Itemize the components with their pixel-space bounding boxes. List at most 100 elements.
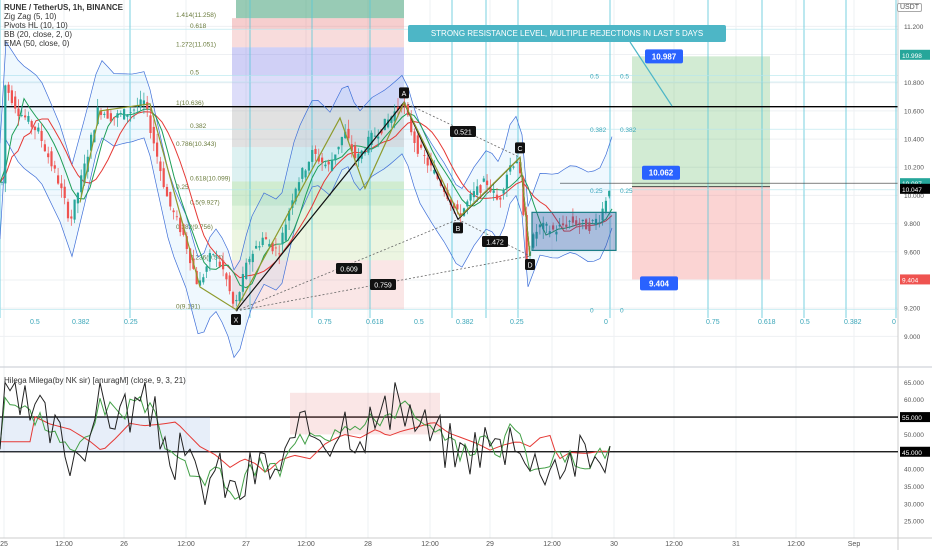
candle-body bbox=[208, 253, 211, 262]
candle-body bbox=[354, 145, 357, 159]
candle-body bbox=[50, 151, 53, 167]
candle-body bbox=[274, 247, 277, 249]
price-tick-label: 9.800 bbox=[904, 221, 921, 228]
candle-body bbox=[73, 199, 76, 220]
candle-body bbox=[505, 174, 508, 189]
candle-body bbox=[561, 223, 565, 226]
price-tag-text: 9.404 bbox=[902, 277, 919, 284]
candle-body bbox=[268, 243, 271, 247]
fib-ratio-label: 0.382 bbox=[620, 127, 637, 134]
fib-level-label: 1.414(11.258) bbox=[176, 12, 216, 19]
indicator-bb[interactable]: BB (20, close, 2, 0) bbox=[4, 30, 73, 39]
indicator-ema[interactable]: EMA (50, close, 0) bbox=[4, 39, 70, 48]
candle-body bbox=[251, 253, 254, 263]
consolidation-box bbox=[531, 211, 617, 251]
candle-body bbox=[466, 201, 469, 207]
candle-body bbox=[189, 248, 192, 264]
harmonic-point-box bbox=[399, 87, 409, 99]
harmonic-point-label: X bbox=[234, 317, 239, 324]
candle-body bbox=[129, 112, 132, 113]
price-tick-label: 9.000 bbox=[904, 334, 921, 341]
candle-body bbox=[17, 108, 20, 117]
time-axis-label: 25 bbox=[0, 541, 8, 548]
harmonic-point-box bbox=[231, 313, 241, 325]
candle-body bbox=[538, 224, 541, 228]
candle-body bbox=[542, 222, 545, 230]
fib-level-label: 0.236(9.54) bbox=[190, 254, 223, 261]
candle-body bbox=[311, 149, 314, 162]
time-fib-label: 0.5 bbox=[800, 319, 810, 326]
candle-body bbox=[367, 136, 370, 153]
target-label: 10.987 bbox=[652, 52, 677, 61]
candle-body bbox=[162, 168, 165, 188]
currency-badge[interactable]: USDT bbox=[896, 3, 922, 12]
candle-body bbox=[119, 113, 122, 114]
osc-tick-label: 35.000 bbox=[904, 484, 924, 491]
indicator-zigzag[interactable]: Zig Zag (5, 10) bbox=[4, 12, 57, 21]
candle-body bbox=[261, 237, 264, 245]
candle-body bbox=[156, 142, 159, 157]
fib-level-label: 1.272(11.051) bbox=[176, 41, 216, 48]
candle-body bbox=[281, 232, 284, 245]
candle-body bbox=[555, 231, 558, 235]
entry-label: 10.062 bbox=[649, 169, 674, 178]
fib-ratio-label: 0 bbox=[620, 307, 624, 314]
candle-body bbox=[327, 161, 330, 165]
time-fib-label: 0.382 bbox=[72, 319, 90, 326]
candle-body bbox=[228, 275, 231, 292]
indicator-pivots[interactable]: Pivots HL (10, 10) bbox=[4, 21, 68, 30]
fib-level-label: 0.618 bbox=[190, 23, 207, 30]
candle-body bbox=[169, 191, 172, 207]
price-tick-label: 9.600 bbox=[904, 249, 921, 256]
candle-body bbox=[301, 167, 304, 179]
candle-body bbox=[57, 175, 60, 184]
fib-level-label: 0.786(10.343) bbox=[176, 141, 216, 148]
time-fib-label: 0.382 bbox=[456, 319, 474, 326]
candle-body bbox=[357, 153, 360, 162]
price-tag bbox=[900, 178, 930, 189]
candle-body bbox=[198, 280, 202, 286]
candle-body bbox=[212, 254, 215, 256]
price-tick-label: 10.600 bbox=[904, 108, 924, 115]
time-fib-label: 0.75 bbox=[318, 319, 332, 326]
candle-body bbox=[489, 187, 492, 192]
candle-body bbox=[393, 111, 396, 122]
harmonic-ratio-box bbox=[370, 279, 396, 290]
candle-body bbox=[317, 156, 320, 162]
time-fib-label: 0 bbox=[604, 319, 608, 326]
candle-body bbox=[410, 117, 413, 133]
time-axis-label: 12:00 bbox=[421, 541, 439, 548]
candle-body bbox=[535, 231, 538, 239]
candle-body bbox=[604, 200, 607, 212]
candle-body bbox=[284, 224, 287, 241]
candle-body bbox=[195, 270, 198, 285]
candle-body bbox=[222, 260, 225, 270]
candle-body bbox=[416, 135, 419, 154]
candle-body bbox=[47, 153, 50, 158]
osc-rsi-line bbox=[0, 380, 611, 505]
candle-body bbox=[337, 146, 340, 150]
fib-ratio-label: 0.382 bbox=[590, 127, 607, 134]
stop-label: 9.404 bbox=[649, 279, 670, 288]
candle-body bbox=[218, 261, 221, 267]
osc-level-text: 55.000 bbox=[902, 415, 922, 422]
candle-body bbox=[608, 190, 611, 197]
harmonic-ratio-label: 0.521 bbox=[454, 130, 472, 137]
candle-body bbox=[175, 216, 178, 218]
annotation-callout[interactable]: STRONG RESISTANCE LEVEL, MULTIPLE REJECT… bbox=[408, 25, 726, 42]
candle-body bbox=[482, 178, 485, 182]
candle-body bbox=[598, 222, 601, 224]
candle-body bbox=[347, 128, 350, 139]
harmonic-ratio-label: 1.472 bbox=[486, 240, 504, 247]
fib-band bbox=[232, 29, 404, 48]
time-axis-label: 29 bbox=[486, 541, 494, 548]
candle-body bbox=[472, 191, 475, 198]
harmonic-point-label: B bbox=[456, 226, 461, 233]
fib-ratio-label: 0.5 bbox=[620, 74, 629, 81]
candle-body bbox=[172, 210, 175, 213]
candle-body bbox=[248, 258, 251, 263]
candle-body bbox=[179, 217, 182, 233]
time-fib-label: 0.618 bbox=[758, 319, 776, 326]
candle-body bbox=[0, 182, 4, 183]
